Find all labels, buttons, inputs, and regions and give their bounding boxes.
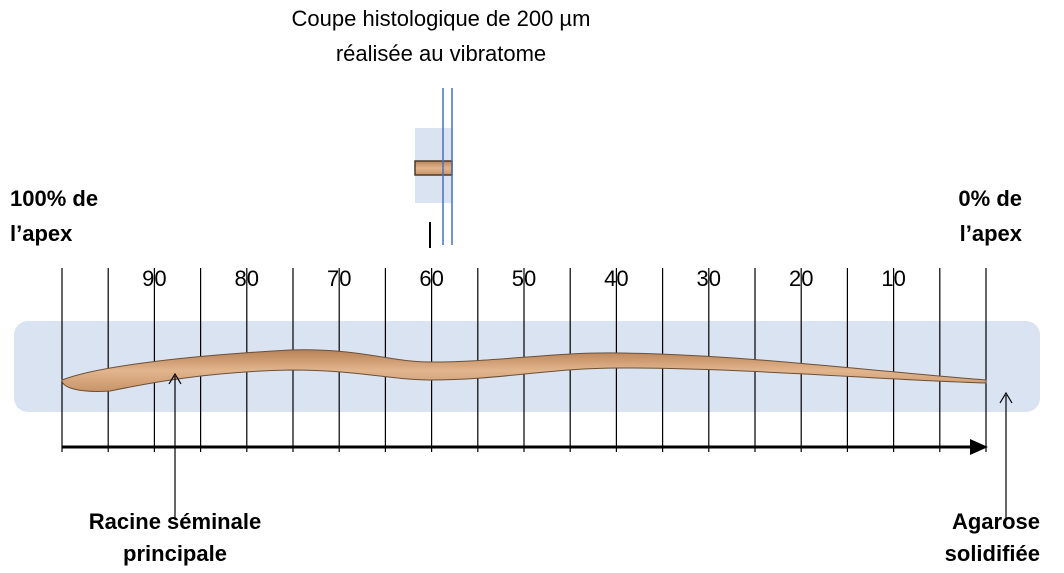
left-label: 100% de [10,186,98,211]
scale-label: 90 [142,266,166,291]
pointer-head [168,372,182,385]
scale-label: 50 [512,266,536,291]
caption: réalisée au vibratome [336,41,546,66]
root-label: Racine séminale [89,509,261,534]
scale-label: 60 [419,266,443,291]
left-label: l’apex [10,221,73,246]
arrow-head [970,439,988,455]
right-label: l’apex [960,221,1023,246]
pointer-head [999,391,1013,404]
scale-label: 80 [235,266,259,291]
agarose-label: Agarose [952,509,1040,534]
scale-label: 70 [327,266,351,291]
agarose-label: solidifiée [945,541,1040,566]
caption: Coupe histologique de 200 µm [292,6,591,31]
scale-label: 10 [881,266,905,291]
scale-label: 20 [789,266,813,291]
scale-label: 30 [697,266,721,291]
right-label: 0% de [958,186,1022,211]
section-root [414,160,453,176]
scale-label: 40 [604,266,628,291]
root-label: principale [123,541,227,566]
root [61,349,987,392]
